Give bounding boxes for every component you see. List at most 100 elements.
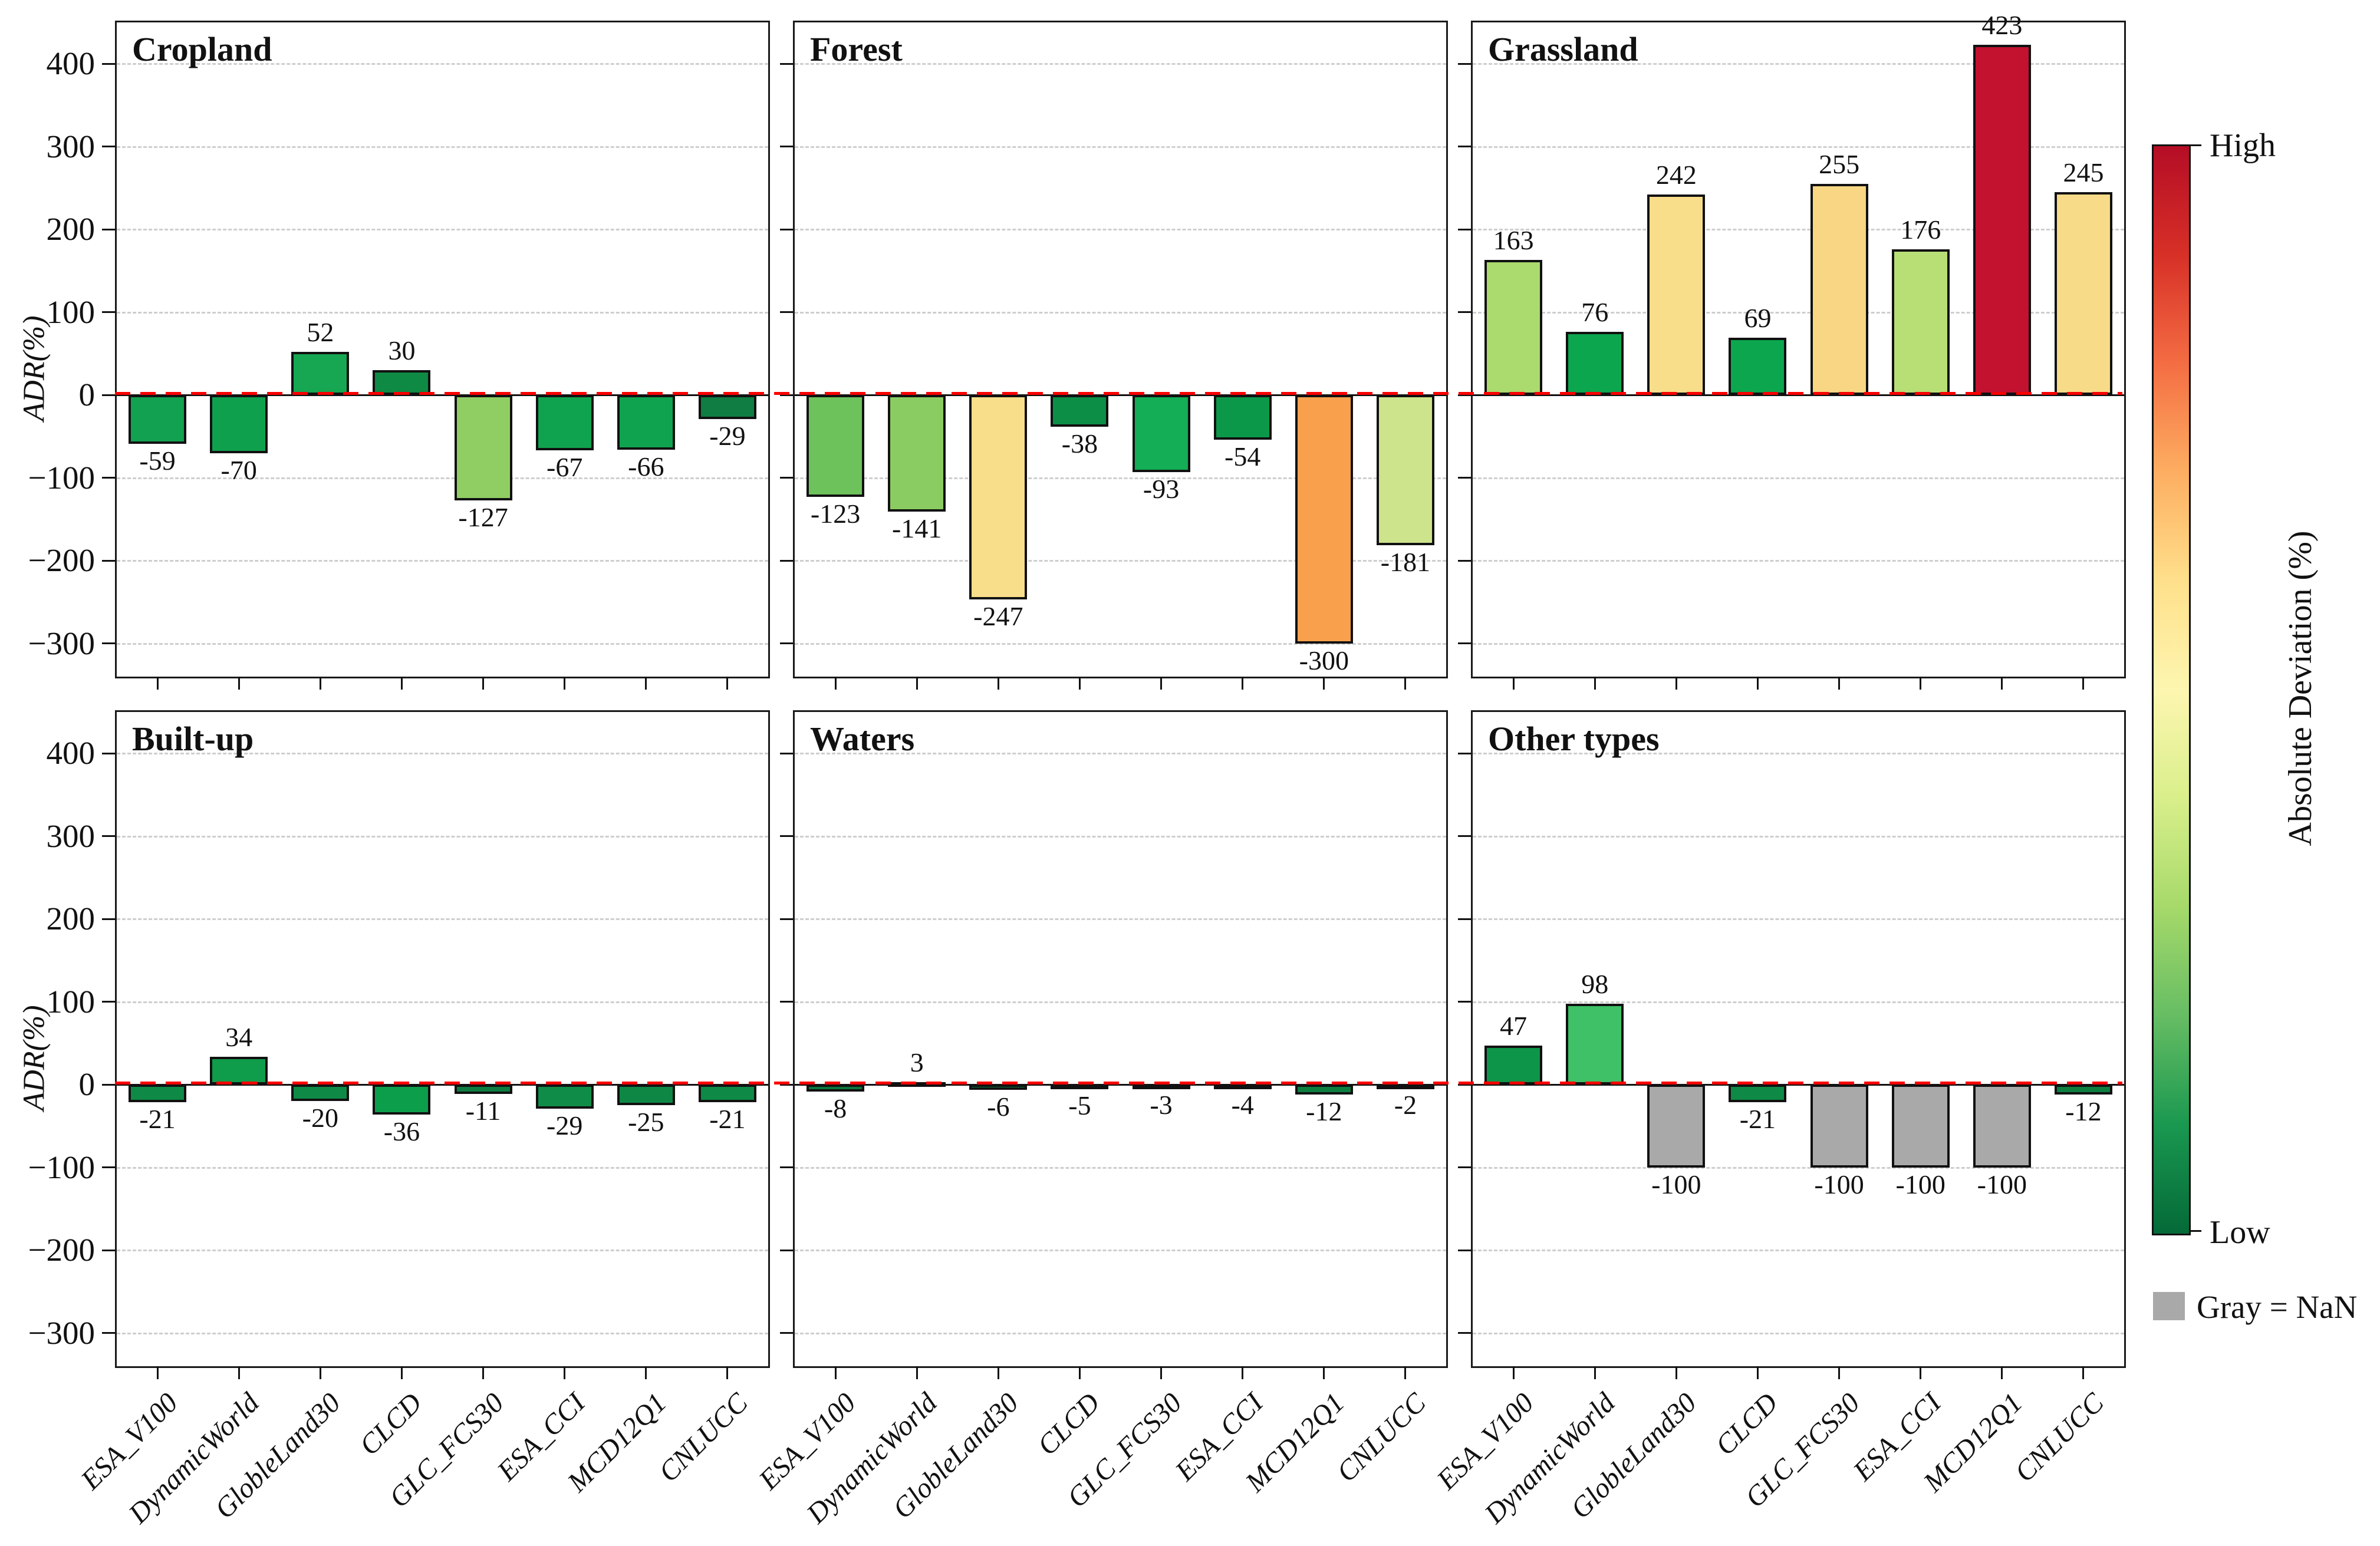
x-tick	[1160, 1366, 1163, 1379]
x-tick	[916, 1366, 918, 1379]
gridline	[1473, 753, 2124, 755]
panel-other-types: 47 98 -100 -21 -100 -100 -100 -12 Other types ESA…	[1431, 710, 2126, 1529]
x-tick	[916, 677, 918, 690]
bar-value-label: -6	[987, 1091, 1010, 1122]
panel-built-up: 400 300 200 100 0 −100 −200 −300 -21 34 -20 -36 -11 -…	[28, 710, 770, 1529]
bar-DynamicWorld	[1566, 1003, 1624, 1085]
gridline	[117, 63, 768, 65]
colorbar-gradient	[2152, 144, 2191, 1235]
y-tick-label: −300	[28, 625, 95, 661]
bar-GlobleLand30	[969, 1084, 1028, 1090]
bar-value-label: 423	[1981, 9, 2023, 40]
y-tick	[1458, 228, 1471, 230]
x-tick	[997, 1366, 999, 1379]
zero-axis-line	[117, 1083, 768, 1086]
panel-title: Other types	[1488, 720, 1660, 758]
x-tick	[482, 677, 485, 690]
y-tick	[1458, 146, 1471, 148]
y-tick	[102, 1001, 115, 1003]
bar-GlobleLand30	[291, 352, 350, 395]
y-tick	[780, 835, 793, 838]
gridline	[117, 229, 768, 231]
bar-value-label: -247	[973, 601, 1023, 632]
bar-CLCD	[1051, 1084, 1109, 1090]
gridline	[1473, 311, 2124, 314]
panel-title: Forest	[810, 30, 903, 68]
y-tick-label: 300	[46, 817, 96, 854]
x-tick	[997, 677, 999, 690]
bar-value-label: 52	[307, 317, 334, 348]
x-tick	[834, 677, 837, 690]
colorbar-title: Absolute Deviation (%)	[2282, 530, 2319, 846]
gridline	[117, 560, 768, 562]
y-tick	[102, 642, 115, 645]
y-tick	[1458, 1249, 1471, 1251]
bar-value-label: -21	[709, 1103, 746, 1134]
bar-value-label: 98	[1581, 968, 1609, 999]
gridline	[795, 560, 1446, 562]
y-axis-label-row1: ADR(%)	[17, 315, 51, 421]
bar-ESA_V100	[806, 395, 865, 497]
bar-value-label: 3	[910, 1047, 924, 1078]
gridline	[1473, 229, 2124, 231]
x-tick	[1404, 677, 1407, 690]
panel-grassland: 163 76 242 69 255 176 423 245 Grassland	[1458, 10, 2126, 690]
gridline	[117, 1332, 768, 1334]
bar-value-label: -21	[139, 1103, 176, 1134]
y-tick-label: 400	[46, 735, 96, 772]
y-tick	[1458, 1332, 1471, 1334]
x-tick	[1242, 1366, 1244, 1379]
nan-legend-label: Gray = NaN	[2197, 1289, 2358, 1325]
bar-DynamicWorld	[210, 395, 268, 453]
gridline	[795, 229, 1446, 231]
x-tick	[1594, 1366, 1596, 1379]
y-tick	[780, 559, 793, 562]
zero-axis-line	[117, 394, 768, 396]
x-tick	[238, 677, 240, 690]
zero-reference-line	[115, 391, 2122, 395]
bar-nan-GLC_FCS30	[1810, 1084, 1868, 1168]
colorbar-tick-high	[2191, 144, 2201, 146]
gridline	[1473, 918, 2124, 921]
x-tick	[1160, 677, 1163, 690]
x-tick	[1675, 677, 1677, 690]
gridline	[117, 642, 768, 645]
bar-DynamicWorld	[888, 395, 946, 512]
y-tick	[102, 62, 115, 65]
bar-value-label: -5	[1068, 1090, 1091, 1121]
zero-axis-line	[795, 1083, 1446, 1086]
y-tick	[780, 1249, 793, 1251]
gridline	[117, 918, 768, 921]
bar-nan-MCD12Q1	[1973, 1084, 2031, 1168]
bar-CLCD	[1729, 338, 1787, 395]
gridline	[795, 146, 1446, 148]
bar-value-label: 163	[1493, 225, 1534, 256]
panel-cropland: 400 300 200 100 0 −100 −200 −300 -59 -70 52 30 -127 -…	[28, 21, 770, 690]
x-tick	[1838, 677, 1841, 690]
x-tick	[726, 677, 729, 690]
y-tick-label: 200	[46, 211, 96, 248]
y-tick	[780, 311, 793, 314]
x-tick	[726, 1366, 729, 1379]
bar-nan-GlobleLand30	[1647, 1084, 1706, 1168]
gridline	[117, 477, 768, 479]
y-tick	[1458, 1083, 1471, 1086]
bar-value-label: -38	[1061, 428, 1098, 459]
y-tick	[780, 228, 793, 230]
y-tick-label: 0	[78, 377, 96, 413]
y-tick	[102, 835, 115, 838]
gridline	[117, 1166, 768, 1169]
bar-value-label: 255	[1819, 149, 1860, 179]
x-tick	[564, 677, 566, 690]
bar-GLC_FCS30	[454, 1084, 512, 1094]
y-tick	[102, 918, 115, 920]
bar-value-label: -93	[1143, 473, 1180, 504]
bar-value-label: -12	[1306, 1096, 1342, 1127]
y-tick-label: −100	[28, 459, 95, 496]
y-tick	[1458, 62, 1471, 65]
y-tick-label: −300	[28, 1314, 95, 1351]
bar-value-label: -66	[628, 451, 664, 482]
bar-value-label: -4	[1231, 1090, 1254, 1120]
bar-value-label: -21	[1739, 1103, 1776, 1134]
gridline	[795, 753, 1446, 755]
